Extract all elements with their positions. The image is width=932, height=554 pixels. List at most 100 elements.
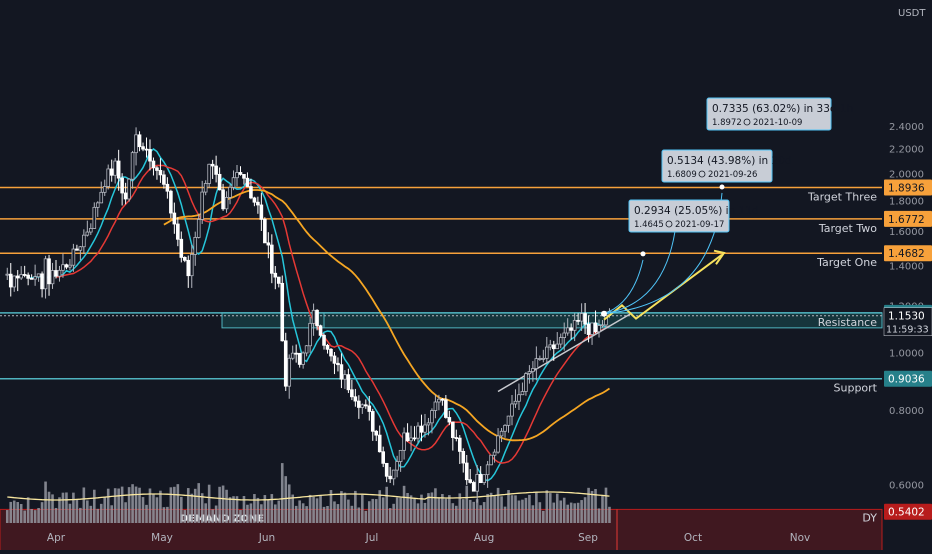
candle-body	[538, 358, 542, 360]
projection-change-label: 0.7335 (63.02%) in 33d 1h	[712, 103, 853, 115]
volume-bar	[103, 496, 107, 523]
volume-bar	[5, 510, 9, 523]
candle-body	[113, 160, 117, 176]
candle-body	[363, 404, 368, 407]
volume-bar	[566, 504, 569, 523]
projection-change-label: 0.2934 (25.05%) in 11d	[634, 205, 759, 217]
candle-body	[245, 177, 250, 187]
candle-body	[242, 174, 246, 179]
volume-bar	[548, 493, 552, 523]
moving-average-medium	[55, 164, 610, 464]
volume-bar	[124, 502, 127, 523]
price-badge-support	[884, 370, 932, 387]
moving-average-fast	[28, 148, 610, 482]
candle-body	[283, 340, 288, 387]
candle-body	[64, 264, 69, 268]
volume-bar	[89, 505, 93, 523]
candle-body	[506, 415, 511, 426]
volume-bar	[392, 503, 395, 523]
candle-body	[294, 352, 298, 355]
candle-body	[593, 322, 598, 333]
candle-body	[555, 343, 560, 350]
volume-bar	[134, 486, 138, 523]
volume-bar	[416, 503, 420, 523]
candle-body	[29, 277, 34, 280]
volume-bar	[263, 495, 267, 523]
candle-body	[33, 276, 37, 280]
candle-body	[266, 242, 271, 246]
volume-bar	[350, 505, 354, 523]
candle-body	[141, 146, 145, 150]
candle-body	[263, 218, 267, 244]
volume-bar	[503, 506, 507, 523]
volume-bar	[152, 494, 155, 523]
volume-bar	[315, 498, 319, 523]
candle-body	[461, 450, 466, 464]
candle-body	[600, 324, 605, 327]
volume-bar	[186, 488, 190, 523]
volume-bar	[169, 487, 173, 523]
candle-body	[297, 352, 302, 365]
candle-body	[558, 337, 563, 345]
candle-body	[548, 344, 553, 348]
volume-bar	[197, 483, 201, 523]
time-tick-label: Aug	[474, 532, 495, 544]
last-price-value: 1.1530	[888, 311, 925, 323]
candle-body	[565, 327, 570, 334]
projection-target-dot	[719, 184, 725, 190]
price-tick-label: 1.0000	[889, 349, 924, 360]
volume-bar	[291, 494, 294, 523]
volume-bar	[176, 484, 180, 523]
volume-bar	[528, 494, 531, 523]
candle-body	[224, 197, 229, 210]
candle-body	[391, 469, 396, 480]
volume-bar	[120, 486, 124, 523]
candle-body	[203, 183, 208, 193]
projection-target-price: 1.4645	[634, 220, 664, 230]
candle-body	[102, 186, 107, 193]
candle-body	[343, 374, 347, 380]
candle-body	[329, 348, 333, 357]
candle-body	[586, 323, 591, 335]
volume-bar	[531, 505, 535, 523]
level-label-support: Support	[834, 382, 878, 395]
volume-bar	[381, 497, 385, 523]
candle-body	[68, 264, 72, 268]
candle-body	[134, 134, 138, 154]
candle-body	[572, 319, 577, 331]
candle-body	[318, 325, 323, 336]
projection-target-price: 1.8972	[712, 118, 742, 128]
volume-bar	[280, 463, 284, 523]
trendline	[497, 313, 631, 393]
candle-body	[597, 325, 601, 333]
volume-bar	[61, 492, 65, 523]
levels-layer: Target Three Target Two Target One Resistan…	[0, 186, 882, 525]
candle-body	[92, 206, 97, 229]
volume-bar	[232, 496, 235, 523]
candle-body	[388, 475, 392, 480]
candle-body	[238, 172, 243, 175]
candle-body	[551, 344, 556, 350]
candle-body	[562, 332, 567, 338]
volume-bar	[246, 504, 249, 523]
volume-bar	[388, 508, 392, 523]
projection-curve	[603, 259, 644, 315]
volume-bar	[106, 488, 110, 523]
volume-bar	[131, 484, 134, 523]
volume-bar	[301, 503, 305, 523]
time-tick-label: Nov	[790, 532, 811, 544]
candle-body	[541, 357, 546, 360]
candle-body	[339, 364, 344, 380]
candle-body	[377, 434, 382, 453]
volume-bar	[461, 499, 465, 523]
candle-body	[75, 248, 79, 251]
volume-bar	[96, 508, 100, 523]
volume-bar	[336, 504, 340, 523]
level-label-target-one: Target One	[816, 256, 877, 269]
candle-body	[471, 482, 476, 492]
volume-bar	[30, 508, 33, 523]
candle-body	[545, 346, 549, 359]
